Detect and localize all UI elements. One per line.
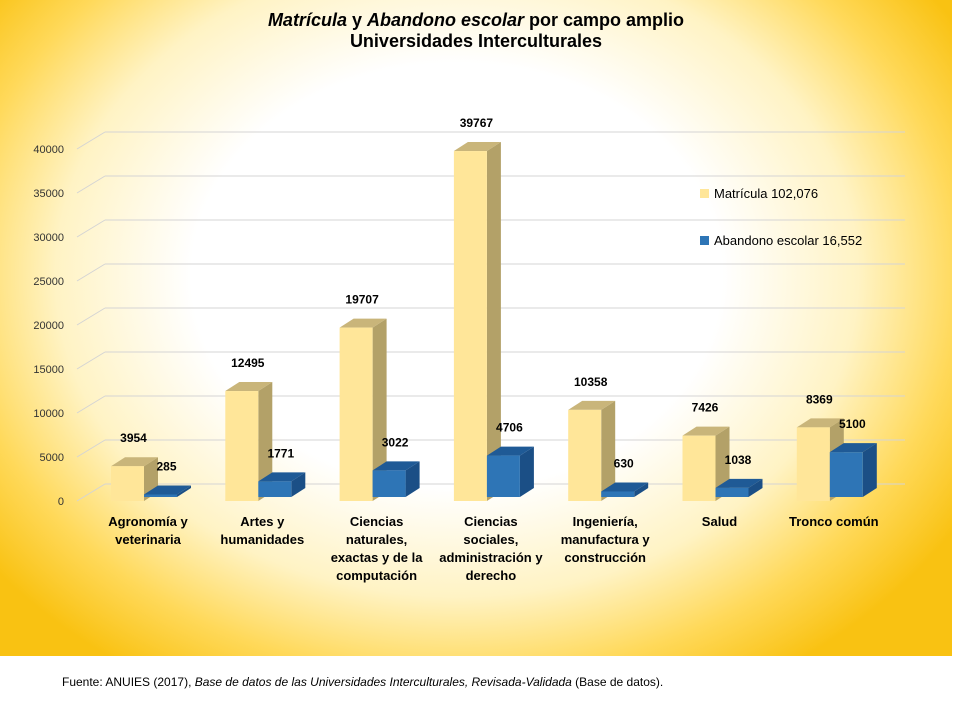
data-label-abandono: 285 xyxy=(156,459,176,473)
x-tick-label: Ciencias naturales, exactas y de la comp… xyxy=(330,514,423,583)
bar-top-abandono xyxy=(829,443,877,453)
x-tick-label: Agronomía y veterinaria xyxy=(108,514,188,547)
footer-suffix: (Base de datos). xyxy=(571,675,664,689)
gridline-depth-30000 xyxy=(76,219,106,238)
x-tick-label: Tronco común xyxy=(789,514,879,529)
bar-side-abandono xyxy=(519,446,534,497)
y-tick-label: 0 xyxy=(58,496,64,508)
gridline-depth-5000 xyxy=(76,439,106,458)
bar-matricula xyxy=(568,409,602,501)
data-label-matricula: 8369 xyxy=(806,392,833,406)
data-label-matricula: 12495 xyxy=(231,356,265,370)
x-tick-label: Artes y humanidades xyxy=(220,514,305,547)
bar-abandono xyxy=(258,481,292,497)
y-tick-label: 25000 xyxy=(33,276,64,288)
bar-abandono xyxy=(715,487,749,497)
footer-database-title: Base de datos de las Universidades Inter… xyxy=(194,675,572,689)
y-tick-label: 20000 xyxy=(33,320,64,332)
title-y: y xyxy=(346,10,367,30)
data-label-abandono: 4706 xyxy=(496,421,523,435)
legend-swatch-matricula xyxy=(700,189,709,198)
y-tick-label: 15000 xyxy=(33,364,64,376)
bar-abandono xyxy=(829,452,863,497)
bar-side-abandono xyxy=(748,478,763,497)
bar-top-matricula xyxy=(568,400,616,410)
bar-abandono xyxy=(144,494,177,497)
bar-side-matricula xyxy=(372,318,387,501)
bar-matricula xyxy=(453,151,487,501)
data-label-matricula: 3954 xyxy=(120,431,147,445)
y-tick-label: 40000 xyxy=(33,144,64,156)
bar-top-abandono xyxy=(601,482,649,492)
data-label-matricula: 7426 xyxy=(692,401,719,415)
gridline-depth-40000 xyxy=(76,131,106,150)
data-label-abandono: 630 xyxy=(614,456,634,470)
bar-top-abandono xyxy=(715,478,763,488)
bar-side-abandono xyxy=(862,443,877,497)
bar-side-abandono xyxy=(291,472,306,497)
bar-top-abandono xyxy=(144,485,191,495)
bar-side-matricula xyxy=(258,382,273,501)
bar-side-matricula xyxy=(601,400,616,501)
bar-abandono xyxy=(372,470,406,497)
x-tick-label: Ingeniería, manufactura y construcción xyxy=(560,514,650,565)
data-label-abandono: 5100 xyxy=(839,417,866,431)
bar-side-matricula xyxy=(486,142,501,501)
legend-swatch-abandono xyxy=(700,236,709,245)
bar-top-abandono xyxy=(486,446,534,456)
bar-matricula xyxy=(682,435,716,501)
source-footer: Fuente: ANUIES (2017), Base de datos de … xyxy=(62,675,663,689)
data-label-abandono: 1771 xyxy=(267,446,294,460)
bar-matricula xyxy=(225,391,259,501)
gridline-depth-25000 xyxy=(76,263,106,282)
title-matricula: Matrícula xyxy=(267,10,347,30)
chart-area: 0 5000 10000 15000 20000 25000 30000 35000 40000… xyxy=(0,0,952,656)
chart-subtitle: Universidades Interculturales xyxy=(349,31,603,51)
title-campo: por campo amplio xyxy=(524,10,685,30)
bar-top-abandono xyxy=(372,461,420,471)
data-label-matricula: 39767 xyxy=(460,116,494,130)
title-abandono: Abandono escolar xyxy=(366,10,525,30)
data-label-abandono: 3022 xyxy=(382,435,409,449)
bar-matricula xyxy=(339,327,373,501)
bar-top-matricula xyxy=(339,318,387,328)
bar-side-abandono xyxy=(405,461,420,497)
y-tick-label: 35000 xyxy=(33,188,64,200)
gridline-depth-35000 xyxy=(76,175,106,194)
data-label-matricula: 10358 xyxy=(574,375,608,389)
bar-top-matricula xyxy=(682,426,730,436)
bar-top-abandono xyxy=(258,472,306,482)
y-tick-label: 5000 xyxy=(40,452,64,464)
bar-top-matricula xyxy=(453,142,501,152)
bar-matricula xyxy=(111,466,144,501)
chart-plot: 0 5000 10000 15000 20000 25000 30000 35000 40000… xyxy=(33,116,905,508)
chart-title: Matrícula y Abandono escolar por campo a… xyxy=(0,10,952,52)
bar-side-abandono xyxy=(634,482,649,497)
bar-abandono xyxy=(601,491,635,497)
gridline-depth-15000 xyxy=(76,351,106,370)
y-tick-label: 30000 xyxy=(33,232,64,244)
x-tick-label: Ciencias sociales, administración y dere… xyxy=(439,514,543,583)
legend-label-abandono: Abandono escolar 16,552 xyxy=(714,233,863,248)
bar-top-matricula xyxy=(111,457,158,467)
y-tick-label: 10000 xyxy=(33,408,64,420)
gridline-depth-0 xyxy=(76,483,106,502)
x-tick-label: Salud xyxy=(701,514,738,529)
footer-prefix: Fuente: ANUIES (2017), xyxy=(62,675,195,689)
data-label-abandono: 1038 xyxy=(725,453,752,467)
bar-side-abandono xyxy=(177,485,191,497)
bar-matricula xyxy=(796,427,830,501)
bar-top-matricula xyxy=(225,382,273,392)
data-label-matricula: 19707 xyxy=(345,293,379,307)
bar-abandono xyxy=(486,455,520,497)
bar-top-matricula xyxy=(796,418,844,428)
gridline-depth-10000 xyxy=(76,395,106,414)
gridline-depth-20000 xyxy=(76,307,106,326)
legend-label-matricula: Matrícula 102,076 xyxy=(714,186,819,201)
